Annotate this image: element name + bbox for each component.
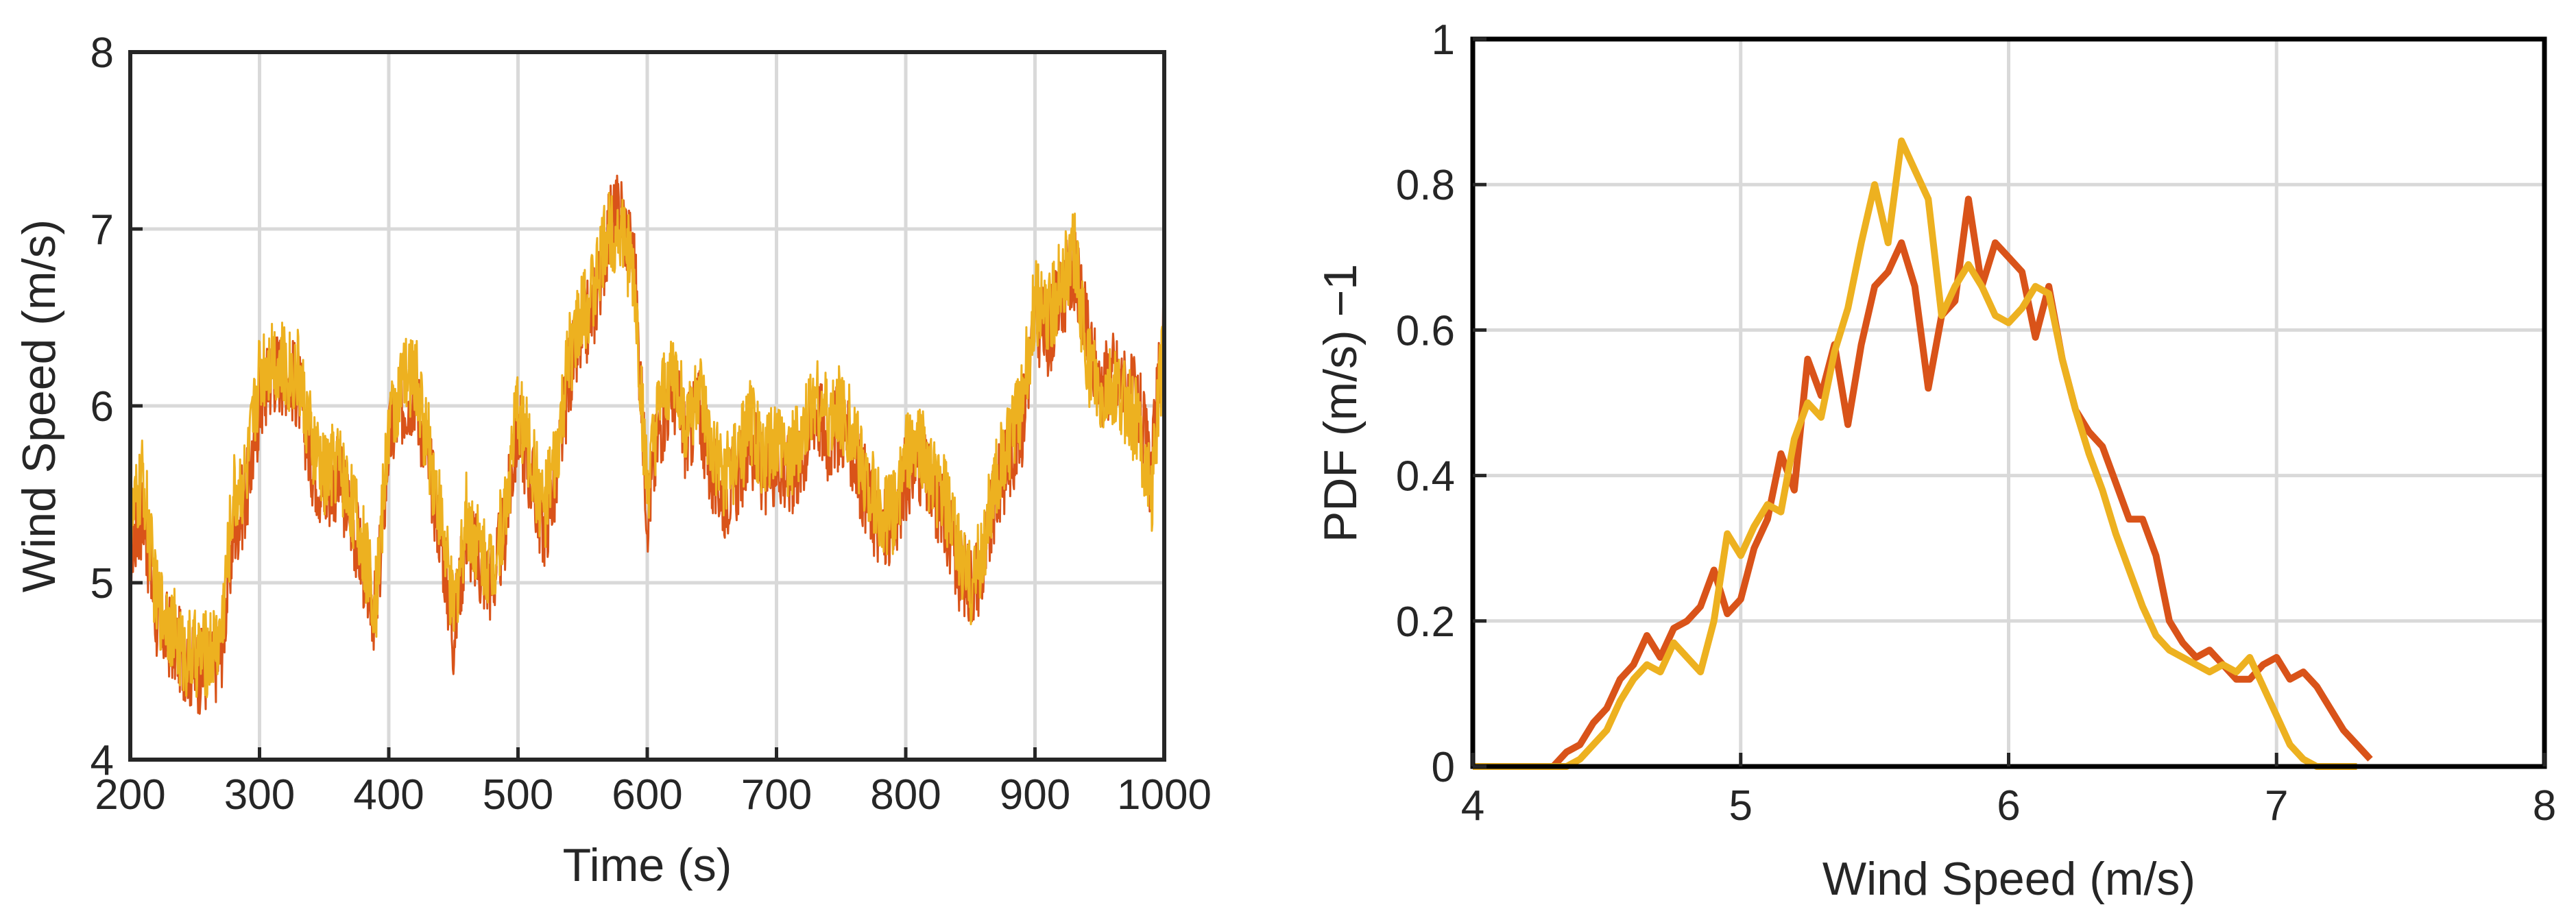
time-series-y-tick-label: 5 (91, 560, 114, 607)
time-series-y-axis-label: Wind Speed (m/s) (13, 219, 65, 592)
pdf-x-tick-label: 8 (2533, 782, 2556, 830)
pdf-series-line-1 (1473, 195, 2373, 770)
time-series-x-tick-label: 700 (741, 771, 812, 819)
pdf-y-tick-label: 0.8 (1396, 162, 1455, 209)
time-series-x-tick-label: 400 (353, 771, 424, 819)
pdf-y-axis-label: PDF (m/s) −1 (1314, 264, 1367, 542)
time-series-series-line-2 (129, 191, 1166, 699)
time-series-ticks: 200 300 400 500 600 700 800 900 1000 4 5 6 7 8 (91, 29, 1212, 819)
pdf-ticks: 4 5 6 7 8 0 0.2 0.4 0.6 0.8 1 (1396, 16, 2556, 830)
pdf-y-tick-label: 1 (1432, 16, 1455, 64)
time-series-y-tick-label: 6 (91, 383, 114, 431)
time-series-x-tick-label: 800 (870, 771, 941, 819)
pdf-x-tick-label: 4 (1461, 782, 1484, 830)
pdf-x-tick-label: 7 (2265, 782, 2288, 830)
pdf-x-axis-label: Wind Speed (m/s) (1822, 853, 2195, 905)
time-series-y-tick-label: 7 (91, 206, 114, 254)
pdf-x-tick-label: 5 (1729, 782, 1753, 830)
time-series-lines (129, 174, 1166, 715)
pdf-x-tick-label: 6 (1997, 782, 2020, 830)
pdf-y-tick-label: 0.6 (1396, 307, 1455, 354)
pdf-series-line-2 (1473, 137, 2357, 770)
pdf-y-tick-label: 0.4 (1396, 453, 1455, 500)
time-series-plot: 200 300 400 500 600 700 800 900 1000 4 5 6 7 8 Time (… (13, 29, 1212, 891)
time-series-x-axis-label: Time (s) (563, 839, 732, 891)
time-series-x-tick-label: 600 (612, 771, 682, 819)
time-series-x-tick-label: 200 (95, 771, 165, 819)
time-series-x-tick-label: 300 (224, 771, 295, 819)
time-series-x-tick-label: 1000 (1117, 771, 1212, 819)
pdf-lines (1473, 137, 2373, 770)
pdf-y-tick-label: 0.2 (1396, 599, 1455, 646)
pdf-y-tick-label: 0 (1432, 744, 1455, 791)
time-series-y-tick-label: 8 (91, 29, 114, 77)
pdf-plot: 4 5 6 7 8 0 0.2 0.4 0.6 0.8 1 Wind Speed (m/s) PDF… (1314, 16, 2556, 905)
time-series-x-tick-label: 500 (483, 771, 553, 819)
time-series-x-tick-label: 900 (1000, 771, 1070, 819)
time-series-y-tick-label: 4 (91, 737, 114, 784)
